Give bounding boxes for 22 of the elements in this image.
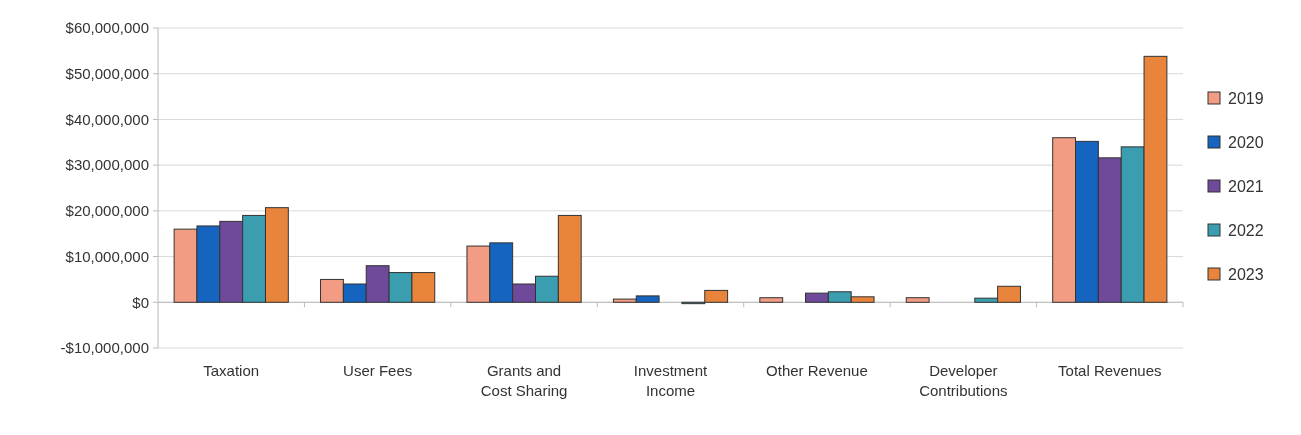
x-tick-label: Total Revenues xyxy=(1058,362,1162,379)
legend-label: 2021 xyxy=(1228,177,1264,195)
x-tick-label: Other Revenue xyxy=(766,362,868,379)
y-tick-label: $10,000,000 xyxy=(65,247,149,265)
x-tick-label: Taxation xyxy=(203,362,260,379)
y-tick-label: $30,000,000 xyxy=(65,156,149,174)
x-tick-label: User Fees xyxy=(343,362,413,379)
bar xyxy=(759,297,784,303)
legend-label: 2022 xyxy=(1228,221,1264,239)
y-tick-label: $0 xyxy=(132,293,149,311)
y-tick-label: -$10,000,000 xyxy=(60,339,149,357)
y-tick-label: $40,000,000 xyxy=(65,110,149,128)
legend-label: 2020 xyxy=(1228,133,1264,151)
x-tick-label: Investment Income xyxy=(633,362,709,399)
legend-label: 2023 xyxy=(1228,265,1264,283)
legend-label: 2019 xyxy=(1228,89,1264,107)
y-tick-label: $60,000,000 xyxy=(65,19,149,37)
y-tick-label: $50,000,000 xyxy=(65,64,149,82)
x-tick-label: Developer Contributions xyxy=(919,362,1008,399)
y-tick-label: $20,000,000 xyxy=(65,202,149,220)
bar xyxy=(905,297,930,303)
x-tick-label: Grants and Cost Sharing xyxy=(480,362,568,399)
